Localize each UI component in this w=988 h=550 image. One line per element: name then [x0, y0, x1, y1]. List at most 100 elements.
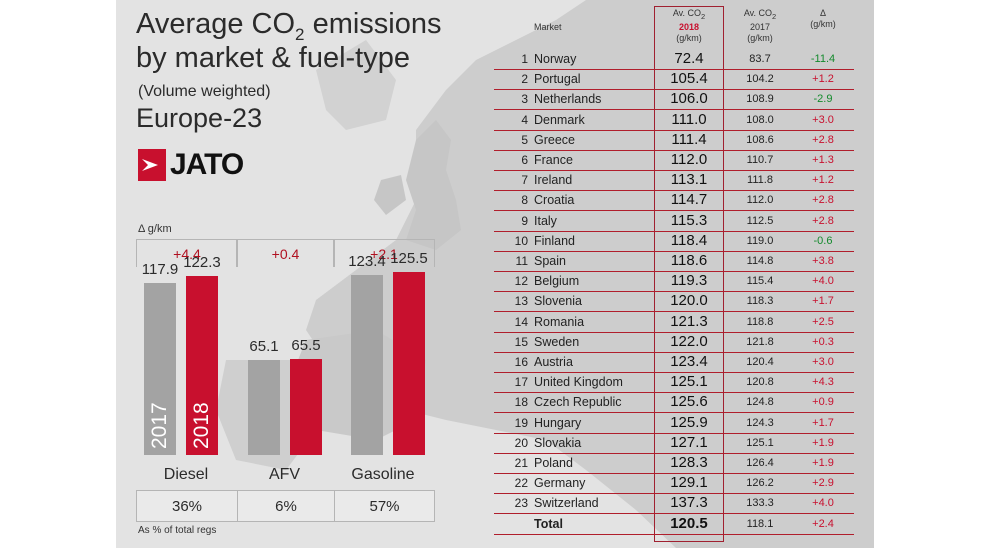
- market-table: Market Av. CO2 2018 (g/km) Av. CO2 2017 …: [494, 0, 854, 548]
- value-2017-cell: 118.1: [746, 517, 774, 530]
- value-2017-cell: 126.4: [746, 457, 774, 469]
- value-2018-cell: 111.0: [671, 110, 707, 128]
- value-2017-cell: 104.2: [746, 73, 774, 86]
- market-cell: Ireland: [534, 173, 573, 188]
- rank-cell: 23: [514, 496, 528, 511]
- value-label-diesel-2018: 122.3: [183, 254, 221, 272]
- delta-cell: +2.8: [812, 194, 834, 207]
- value-2017-cell: 108.9: [746, 93, 774, 106]
- bar-afv-2018: [290, 359, 322, 455]
- value-2018-cell: 114.7: [670, 191, 708, 209]
- value-2018-cell: 120.5: [670, 514, 708, 532]
- table-row: 4 Denmark 111.0 108.0 +3.0: [494, 111, 854, 131]
- market-cell: Croatia: [534, 193, 575, 208]
- value-2018-cell: 106.0: [670, 90, 708, 108]
- table-row: 11 Spain 118.6 114.8 +3.8: [494, 252, 854, 272]
- market-cell: Austria: [534, 355, 573, 369]
- market-cell: Slovakia: [534, 435, 582, 450]
- rank-cell: 19: [514, 415, 528, 430]
- rank-cell: 22: [514, 476, 528, 491]
- value-2018-cell: 123.4: [670, 353, 708, 370]
- value-2018-cell: 72.4: [674, 50, 704, 67]
- delta-cell: +2.9: [812, 477, 834, 490]
- delta-cell: +4.0: [812, 275, 834, 288]
- jato-logo-mark-icon: [138, 149, 166, 181]
- rank-cell: 12: [514, 274, 528, 289]
- delta-cell: +1.7: [812, 416, 834, 429]
- value-label-gasoline-2017: 123.4: [348, 252, 386, 270]
- category-label-diesel: Diesel: [163, 466, 209, 483]
- delta-cell: +0.9: [812, 396, 834, 409]
- rank-cell: 17: [514, 375, 528, 390]
- rank-cell: 2: [521, 72, 528, 87]
- table-row: 23 Switzerland 137.3 133.3 +4.0: [494, 494, 854, 515]
- market-cell: Belgium: [534, 274, 580, 289]
- delta-gasoline: +2.1: [333, 239, 435, 267]
- rank-cell: 3: [521, 92, 528, 107]
- table-row: 18 Czech Republic 125.6 124.8 +0.9: [494, 393, 854, 414]
- region-title: Europe-23: [136, 103, 263, 133]
- rank-cell: 20: [514, 435, 528, 450]
- jato-logo: JATO: [138, 148, 244, 182]
- delta-cell: +2.8: [812, 133, 834, 146]
- rank-cell: 10: [514, 233, 528, 248]
- value-2018-cell: 125.6: [670, 393, 708, 411]
- rank-cell: 16: [514, 355, 528, 369]
- value-label-afv-2017: 65.1: [249, 337, 279, 355]
- value-2017-cell: 108.0: [746, 113, 774, 126]
- value-2017-cell: 126.2: [746, 477, 774, 490]
- value-2017-cell: 112.5: [746, 214, 774, 227]
- market-cell: Norway: [534, 52, 577, 66]
- table-row: 20 Slovakia 127.1 125.1 +1.9: [494, 434, 854, 454]
- value-2017-cell: 115.4: [746, 275, 774, 288]
- chart-title-line2: by market & fuel-type: [136, 42, 410, 74]
- table-row: 2 Portugal 105.4 104.2 +1.2: [494, 70, 854, 91]
- value-2018-cell: 121.3: [670, 312, 708, 330]
- rank-cell: 14: [514, 314, 528, 329]
- table-row: 3 Netherlands 106.0 108.9 -2.9: [494, 90, 854, 111]
- delta-cell: -11.4: [810, 53, 836, 65]
- table-row: 5 Greece 111.4 108.6 +2.8: [494, 131, 854, 151]
- market-cell: Italy: [534, 213, 557, 228]
- value-2018-cell: 122.0: [670, 332, 708, 350]
- value-2018-cell: 105.4: [670, 70, 708, 88]
- rank-cell: 6: [521, 153, 528, 167]
- category-label-gasoline: Gasoline: [351, 466, 415, 483]
- table-row: 7 Ireland 113.1 111.8 +1.2: [494, 171, 854, 192]
- market-cell: France: [534, 153, 573, 167]
- value-2018-cell: 111.4: [671, 130, 707, 148]
- share-label: As % of total regs: [138, 525, 217, 536]
- value-2017-cell: 125.1: [746, 436, 774, 449]
- delta-cell: +1.2: [812, 174, 834, 187]
- value-2017-cell: 114.8: [746, 255, 774, 267]
- value-2017-cell: 124.8: [746, 396, 774, 409]
- value-2017-cell: 124.3: [746, 416, 774, 429]
- delta-cell: +2.4: [812, 517, 834, 530]
- delta-afv: +0.4: [236, 239, 335, 267]
- value-2017-cell: 120.4: [746, 356, 774, 368]
- table-row: 6 France 112.0 110.7 +1.3: [494, 151, 854, 171]
- delta-cell: +0.3: [812, 335, 834, 348]
- bar-afv-2017: [248, 359, 280, 455]
- bar-diesel-2018: [186, 276, 218, 455]
- share-afv: 6%: [237, 490, 335, 522]
- value-2017-cell: 111.8: [747, 174, 773, 187]
- table-row: 17 United Kingdom 125.1 120.8 +4.3: [494, 373, 854, 394]
- value-2017-cell: 108.6: [746, 133, 774, 146]
- table-row: 21 Poland 128.3 126.4 +1.9: [494, 454, 854, 474]
- bar-gasoline-2018: [393, 271, 425, 455]
- market-cell: Greece: [534, 132, 575, 147]
- rank-cell: 13: [514, 294, 528, 309]
- value-2018-cell: 119.3: [670, 272, 708, 290]
- delta-cell: +1.2: [812, 73, 834, 86]
- delta-cell: +3.8: [812, 255, 834, 267]
- value-2018-cell: 129.1: [670, 474, 708, 492]
- value-2017-cell: 120.8: [746, 376, 774, 389]
- value-2018-cell: 118.6: [670, 252, 708, 269]
- table-row: 12 Belgium 119.3 115.4 +4.0: [494, 272, 854, 293]
- market-cell: Switzerland: [534, 496, 599, 511]
- rank-cell: 7: [521, 173, 528, 188]
- value-2018-cell: 112.0: [670, 151, 708, 168]
- header-market: Market: [534, 22, 562, 32]
- market-cell: Portugal: [534, 72, 581, 87]
